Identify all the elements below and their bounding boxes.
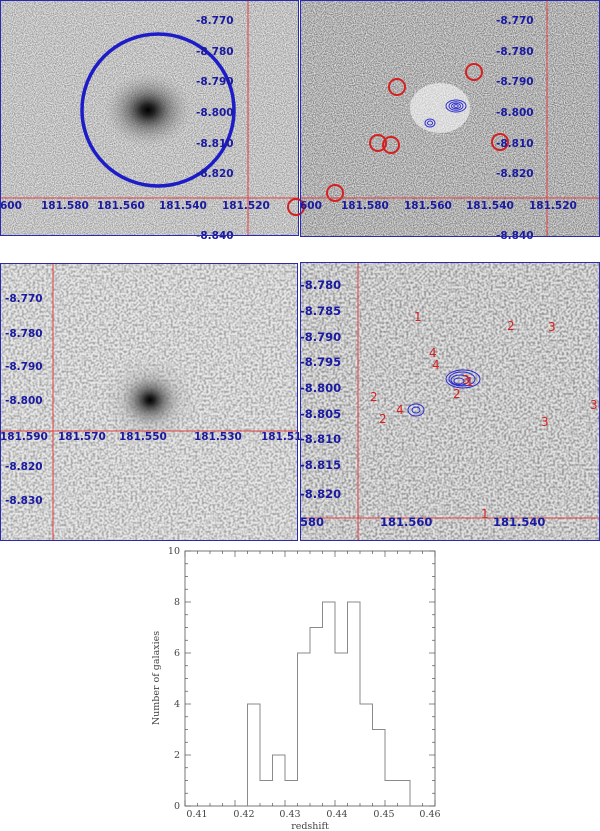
x-tick-label: 0.46 [419, 809, 440, 820]
panel-a-frame [0, 0, 299, 236]
histogram-bars [247, 601, 411, 806]
panel-d-y-tick: -8.820 [300, 487, 341, 501]
member-redshift-marker: 3 [462, 373, 470, 387]
member-redshift-marker: 3 [541, 415, 549, 429]
member-redshift-marker: 2 [370, 390, 378, 404]
panel-b-y-tick: -8.820 [496, 168, 534, 180]
member-galaxy-circles [287, 63, 509, 216]
member-redshift-marker: 3 [548, 320, 556, 334]
panel-a-x-tick: 181.540 [159, 200, 207, 212]
panel-c-y-tick: -8.800 [5, 395, 43, 407]
x-tick-label: 0.45 [373, 809, 394, 820]
panel-a-y-tick: -8.770 [196, 15, 234, 27]
panel-c-x-tick: 181.550 [119, 431, 167, 443]
panel-c-frame [0, 263, 298, 541]
member-redshift-marker: 4 [432, 358, 440, 372]
member-redshift-marker: 1 [481, 507, 489, 521]
panel-a-y-tick: -8.810 [196, 138, 234, 150]
panel-b-x-tick: 181.560 [404, 200, 452, 212]
galaxy-cluster-core [120, 373, 180, 427]
panel-d-y-tick: -8.800 [300, 381, 341, 395]
panel-c-y-tick: -8.780 [5, 328, 43, 340]
y-tick-label: 0 [174, 801, 180, 812]
y-axis-label: Number of galaxies [151, 631, 162, 725]
panel-d-y-tick: -8.785 [300, 304, 341, 318]
member-redshift-marker: 2 [507, 319, 515, 333]
panel-a-x-tick: 600 [0, 200, 22, 212]
member-redshift-marker: 2 [379, 412, 387, 426]
member-redshift-marker: 4 [396, 403, 404, 417]
panel-d-x-tick: 181.540 [493, 515, 545, 529]
panel-c-x-tick: 181.530 [194, 431, 242, 443]
member-redshift-marker: 1 [414, 310, 422, 324]
panel-c-y-tick: -8.770 [5, 293, 43, 305]
y-tick-label: 8 [174, 597, 180, 608]
panel-d-marked-image: 1 2 3 4 4 2 2 4 2 3 3 3 1 1 580 181.560 … [300, 262, 600, 541]
panel-b-x-tick: 181.540 [466, 200, 514, 212]
panel-a-optical-image: 600 181.580 181.560 181.540 181.520 -8.7… [0, 0, 299, 242]
panel-d-x-tick: 181.560 [380, 515, 432, 529]
panel-d-y-tick: -8.810 [300, 432, 341, 446]
histogram-ticks [184, 550, 436, 807]
panel-b-x-tick: 600 [300, 200, 322, 212]
panel-d-y-tick: -8.795 [300, 355, 341, 369]
panel-b-y-tick: -8.810 [496, 138, 534, 150]
y-tick-label: 2 [174, 750, 180, 761]
panel-d-y-tick: -8.790 [300, 330, 341, 344]
y-tick-label: 6 [174, 648, 180, 659]
panel-b-x-tick: 181.520 [529, 200, 577, 212]
panel-d-y-tick: -8.815 [300, 458, 341, 472]
panel-c-x-tick: 181.590 [0, 431, 48, 443]
panel-d-x-tick: 580 [300, 515, 324, 529]
x-tick-label: 0.43 [279, 809, 300, 820]
panel-d-y-tick: -8.805 [300, 407, 341, 421]
member-redshift-marker: 1 [466, 375, 474, 389]
x-ray-contours [407, 369, 481, 417]
member-redshift-marker: 3 [590, 398, 598, 412]
member-redshift-marker: 4 [429, 346, 437, 360]
redshift-histogram: 0.41 0.42 0.43 0.44 0.45 0.46 0 2 4 6 8 … [151, 546, 441, 831]
member-redshift-marker: 2 [453, 387, 461, 401]
panel-a-y-tick: -8.820 [196, 168, 234, 180]
panel-c-zoomed-image: 181.590 181.570 181.550 181.530 181.510 … [0, 263, 309, 541]
galaxy-cluster-core [103, 72, 193, 148]
panel-a-x-tick: 181.580 [41, 200, 89, 212]
panel-b-y-tick: -8.800 [496, 107, 534, 119]
x-tick-label: 0.44 [326, 809, 347, 820]
panel-a-x-tick: 181.520 [222, 200, 270, 212]
panel-a-y-tick: -8.780 [196, 46, 234, 58]
histogram-frame [184, 550, 436, 807]
panel-c-y-tick: -8.790 [5, 361, 43, 373]
x-axis-label: redshift [291, 821, 329, 831]
panel-c-x-tick: 181.570 [58, 431, 106, 443]
panel-a-y-tick: -8.790 [196, 76, 234, 88]
panel-b-y-tick: -8.790 [496, 76, 534, 88]
x-tick-label: 0.42 [233, 809, 254, 820]
panel-b-y-tick: -8.770 [496, 15, 534, 27]
panel-c-y-tick: -8.820 [5, 461, 43, 473]
panel-c-y-tick: -8.830 [5, 495, 43, 507]
panel-d-y-tick: -8.780 [300, 278, 341, 292]
panel-a-x-tick: 181.560 [97, 200, 145, 212]
panel-b-x-tick: 181.580 [341, 200, 389, 212]
panel-b-residual-image: 600 181.580 181.560 181.540 181.520 -8.7… [287, 0, 600, 242]
y-tick-label: 4 [174, 699, 180, 710]
cluster-radius-circle [80, 32, 236, 188]
panel-c-x-tick: 181.510 [261, 431, 309, 443]
x-tick-label: 0.41 [186, 809, 207, 820]
x-ray-contours [424, 99, 467, 128]
panel-b-y-tick: -8.780 [496, 46, 534, 58]
panel-a-y-tick: -8.800 [196, 107, 234, 119]
y-tick-label: 10 [168, 546, 180, 557]
